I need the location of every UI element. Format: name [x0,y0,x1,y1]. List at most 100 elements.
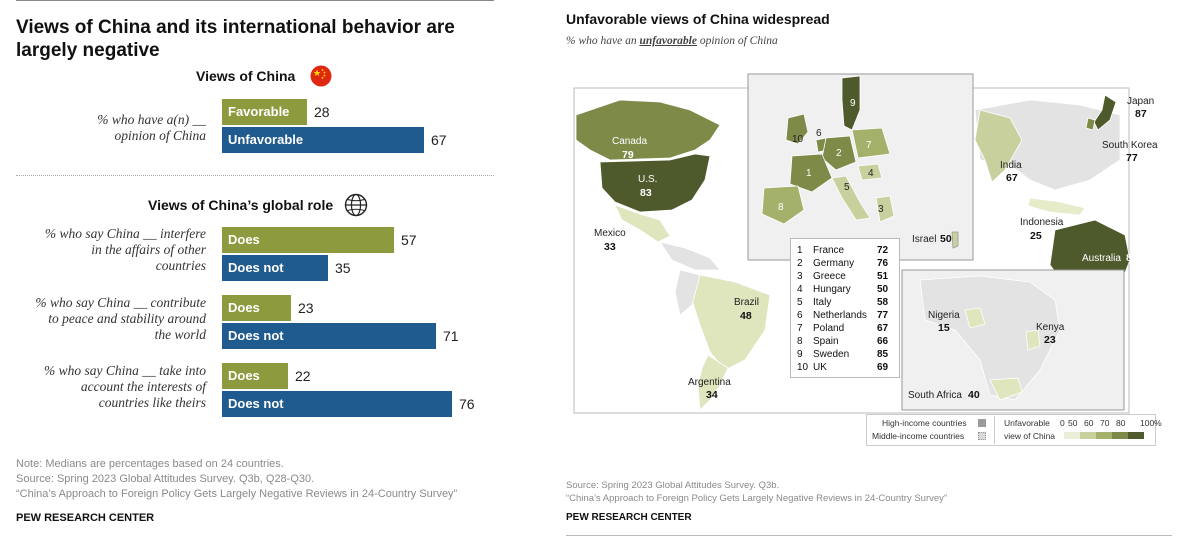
question-peace: % who say China __ contribute to peace a… [35,295,206,342]
eu-label-8: 8 [778,202,784,213]
hungary-shape [857,163,883,181]
source-text: Source: Spring 2023 Global Attitudes Sur… [16,473,315,485]
legend-middle-income: Middle-income countries [872,431,965,441]
kenya-shape [1025,329,1041,351]
map-subtitle-em: unfavorable [639,35,697,47]
bar-value: 35 [335,260,351,276]
india-label: India [1000,160,1022,171]
europe-key-row: 4 Hungary 50 [797,283,893,296]
note-text: Note: Medians are percentages based on 2… [16,458,284,470]
europe-key-num: 1 [797,245,803,256]
japan-label: Japan [1127,96,1154,107]
bar-value: 71 [443,328,459,344]
south-africa-label: South Africa [908,390,962,401]
europe-key-country: Sweden [813,349,850,360]
bar-positive: Does [222,295,291,321]
canada-label: Canada [612,136,647,147]
bar-negative: Does not [222,323,436,349]
legend-unfav-2: view of China [1004,431,1056,441]
india-shape [974,109,1023,183]
europe-key-country: Netherlands [813,310,867,321]
us-value: 83 [640,187,652,199]
views-heading: Views of China [196,68,296,84]
europe-key-num: 6 [797,310,803,321]
japan-shape [1093,94,1117,131]
europe-key-value: 85 [877,349,889,360]
bar-negative: Unfavorable [222,127,424,153]
legend-scale-label: 50 [1068,418,1078,428]
bar-value: 76 [459,396,475,412]
europe-key-country: Germany [813,258,855,269]
bar-value: 22 [295,368,311,384]
south-korea-value: 77 [1126,152,1138,164]
legend-scale-label: 70 [1100,418,1110,428]
report-title: “China’s Approach to Foreign Policy Gets… [16,488,458,500]
australia-label: Australia [1082,253,1121,264]
bar-negative: Does not [222,391,452,417]
europe-key-num: 7 [797,323,803,334]
legend-scale-label: 100% [1140,418,1162,428]
argentina-shape [697,354,729,411]
question-interests: % who say China __ take into account the… [44,363,206,410]
bar-value: 23 [298,300,314,316]
europe-key-row: 5 Italy 58 [797,296,893,309]
europe-key-value: 51 [877,271,889,282]
eu-label-10: 10 [792,134,804,145]
bar-positive: Does [222,363,288,389]
eu-label-6: 6 [816,128,822,139]
legend-color-swatch [1112,432,1128,439]
south-korea-shape [1085,117,1096,131]
nigeria-shape [964,307,986,329]
europe-key-value: 67 [877,323,889,334]
nigeria-value: 15 [938,322,950,334]
map-bottom-rule [566,535,1172,536]
israel-shape [951,231,959,249]
europe-key-value: 66 [877,336,889,347]
bar-positive: Does [222,227,394,253]
mexico-value: 33 [604,241,616,253]
europe-key-value: 77 [877,310,889,321]
brazil-label: Brazil [734,297,759,308]
legend-color-swatch [1128,432,1144,439]
uk-shape [785,113,809,145]
mexico-shape [614,204,671,243]
europe-key-value: 50 [877,284,889,295]
map-title: Unfavorable views of China widespread [566,11,830,27]
europe-key-row: 9 Sweden 85 [797,348,893,361]
europe-key-country: Hungary [813,284,851,295]
eu-label-9: 9 [850,98,856,109]
globe-icon [344,193,368,217]
global-heading: Views of China’s global role [148,197,334,213]
eu-label-4: 4 [868,168,874,179]
legend-high-income: High-income countries [882,418,967,428]
south-africa-value: 40 [968,389,980,401]
canada-shape [575,99,721,161]
europe-key-row: 3 Greece 51 [797,270,893,283]
bar-negative: Does not [222,255,328,281]
europe-key-row: 1 France 72 [797,244,893,257]
france-shape [789,153,833,193]
india-value: 67 [1006,172,1018,184]
europe-key-country: Spain [813,336,839,347]
map-subtitle: % who have an unfavorable opinion of Chi… [566,35,778,47]
south-africa-shape [989,377,1023,401]
legend-scale-label: 0 [1060,418,1065,428]
japan-value: 87 [1135,108,1147,120]
question-interfere: % who say China __ interfere in the affa… [44,226,206,273]
legend-high-swatch [978,419,986,427]
europe-key-value: 69 [877,362,889,373]
legend-color-swatch [1096,432,1112,439]
eu-label-3: 3 [878,204,884,215]
kenya-label: Kenya [1036,322,1065,333]
map-subtitle-post: opinion of China [696,35,778,47]
poland-shape [851,127,891,159]
europe-key-num: 5 [797,297,803,308]
china-flag-icon [310,65,332,87]
europe-key-num: 8 [797,336,803,347]
europe-key-country: Italy [813,297,832,308]
europe-list: 1 France 72 2 Germany 76 3 Greece 51 4 Hungary 50 5 I… [797,244,893,374]
bar-value: 57 [401,232,417,248]
bar-value: 28 [314,104,330,120]
eu-label-5: 5 [844,182,850,193]
indonesia-shape [1027,197,1086,216]
